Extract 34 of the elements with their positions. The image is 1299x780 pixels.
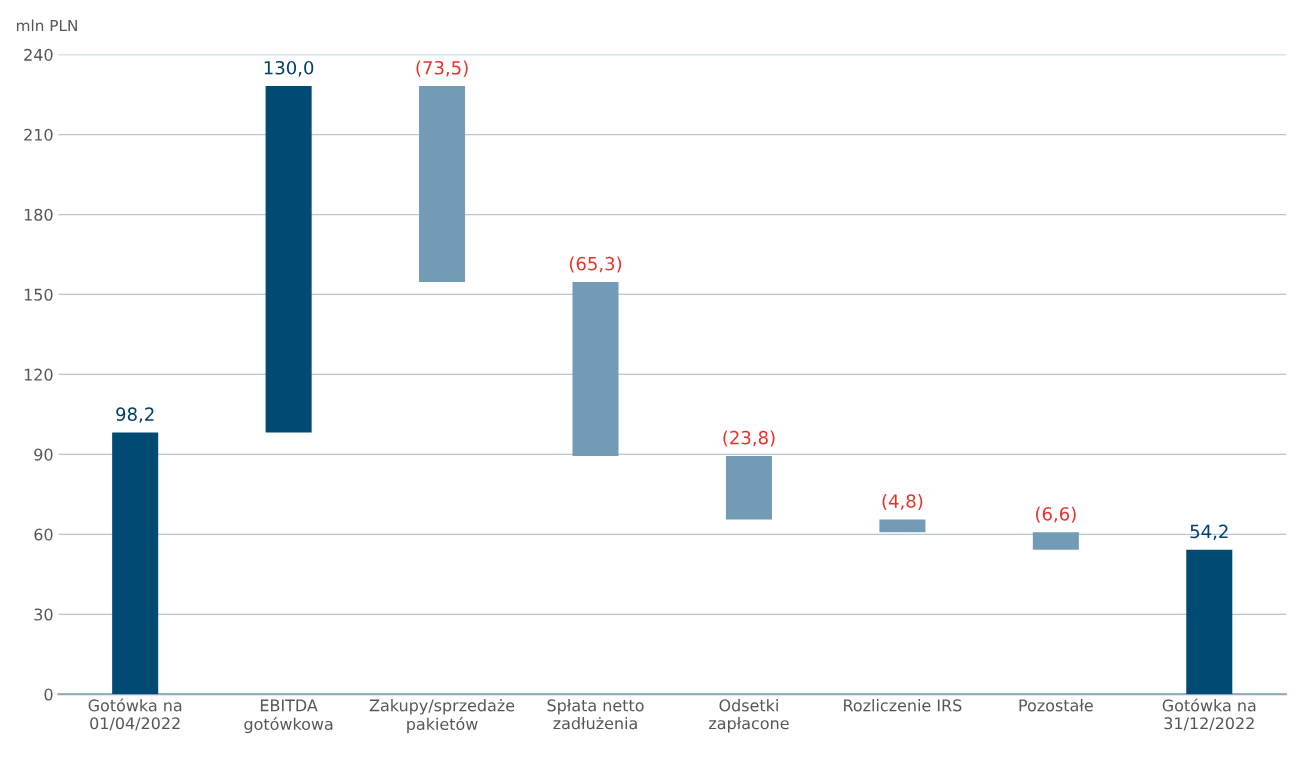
data-label: 54,2 [1190, 524, 1228, 541]
x-tick-label: Gotówka na 01/04/2022 [88, 698, 182, 731]
data-label: (23,8) [723, 430, 775, 447]
bar [725, 455, 772, 520]
bar [112, 432, 159, 695]
y-tick-label: 60 [34, 528, 53, 541]
x-tick-label: EBITDA gotówkowa [244, 699, 333, 734]
y-tick-label: 30 [34, 608, 53, 621]
bar [879, 519, 926, 533]
x-tick-label: Odsetki zapłacone [709, 699, 789, 733]
data-label: 130,0 [264, 60, 314, 77]
data-label: (73,5) [416, 60, 468, 77]
bar [265, 86, 312, 433]
bar [1032, 532, 1079, 550]
bar [419, 86, 466, 282]
data-label: 98,2 [116, 407, 154, 423]
y-tick-label: 180 [24, 208, 53, 221]
y-axis-title: mln PLN [16, 19, 77, 32]
data-label: (4,8) [882, 493, 923, 511]
y-tick-label: 90 [34, 448, 53, 461]
bar [572, 281, 619, 456]
data-label: (65,3) [569, 256, 622, 273]
data-label: (6,6) [1035, 506, 1076, 523]
y-tick-label: 120 [24, 368, 53, 381]
x-tick-label: Pozostałe [1019, 699, 1093, 712]
bar [1186, 549, 1233, 695]
x-tick-label: Spłata netto zadłużenia [547, 699, 644, 730]
x-tick-label: Zakupy/sprzedaże pakietów [369, 699, 515, 734]
x-tick-label: Rozliczenie IRS [844, 699, 962, 712]
y-tick-label: 150 [24, 288, 53, 301]
y-tick-label: 240 [24, 48, 53, 61]
x-tick-label: Gotówka na 31/12/2022 [1162, 698, 1256, 731]
y-tick-label: 0 [44, 688, 53, 701]
y-tick-label: 210 [24, 128, 53, 141]
